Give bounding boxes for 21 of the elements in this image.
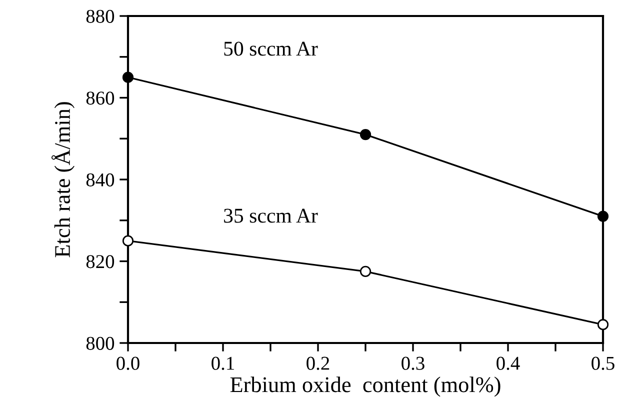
y-tick-label: 860 [86, 92, 114, 105]
point [360, 128, 372, 140]
x-tick-label: 0.3 [402, 356, 424, 370]
point [122, 235, 134, 246]
point [360, 266, 372, 278]
y-tick-label: 800 [86, 336, 114, 350]
x-tick-label: 0.0 [116, 356, 140, 370]
x-tick-label: 0.2 [306, 356, 330, 370]
x-tick-label: 0.1 [212, 356, 234, 370]
y-tick-label: 880 [86, 10, 114, 23]
y-tick-label: 840 [86, 173, 114, 186]
y-tick-label: 820 [86, 255, 114, 268]
text: 50 sccm Ar [224, 42, 318, 56]
point [597, 210, 609, 222]
x-tick-label: 0.5 [592, 356, 614, 370]
point [122, 72, 134, 83]
point [597, 319, 609, 330]
y-axis-title: Etch rate (Å/min) [51, 102, 75, 258]
x-axis-title: Erbium oxide content (mol%) [230, 376, 500, 397]
series-label: 35 sccm Ar [224, 208, 318, 223]
x-tick-label: 0.4 [496, 356, 520, 370]
